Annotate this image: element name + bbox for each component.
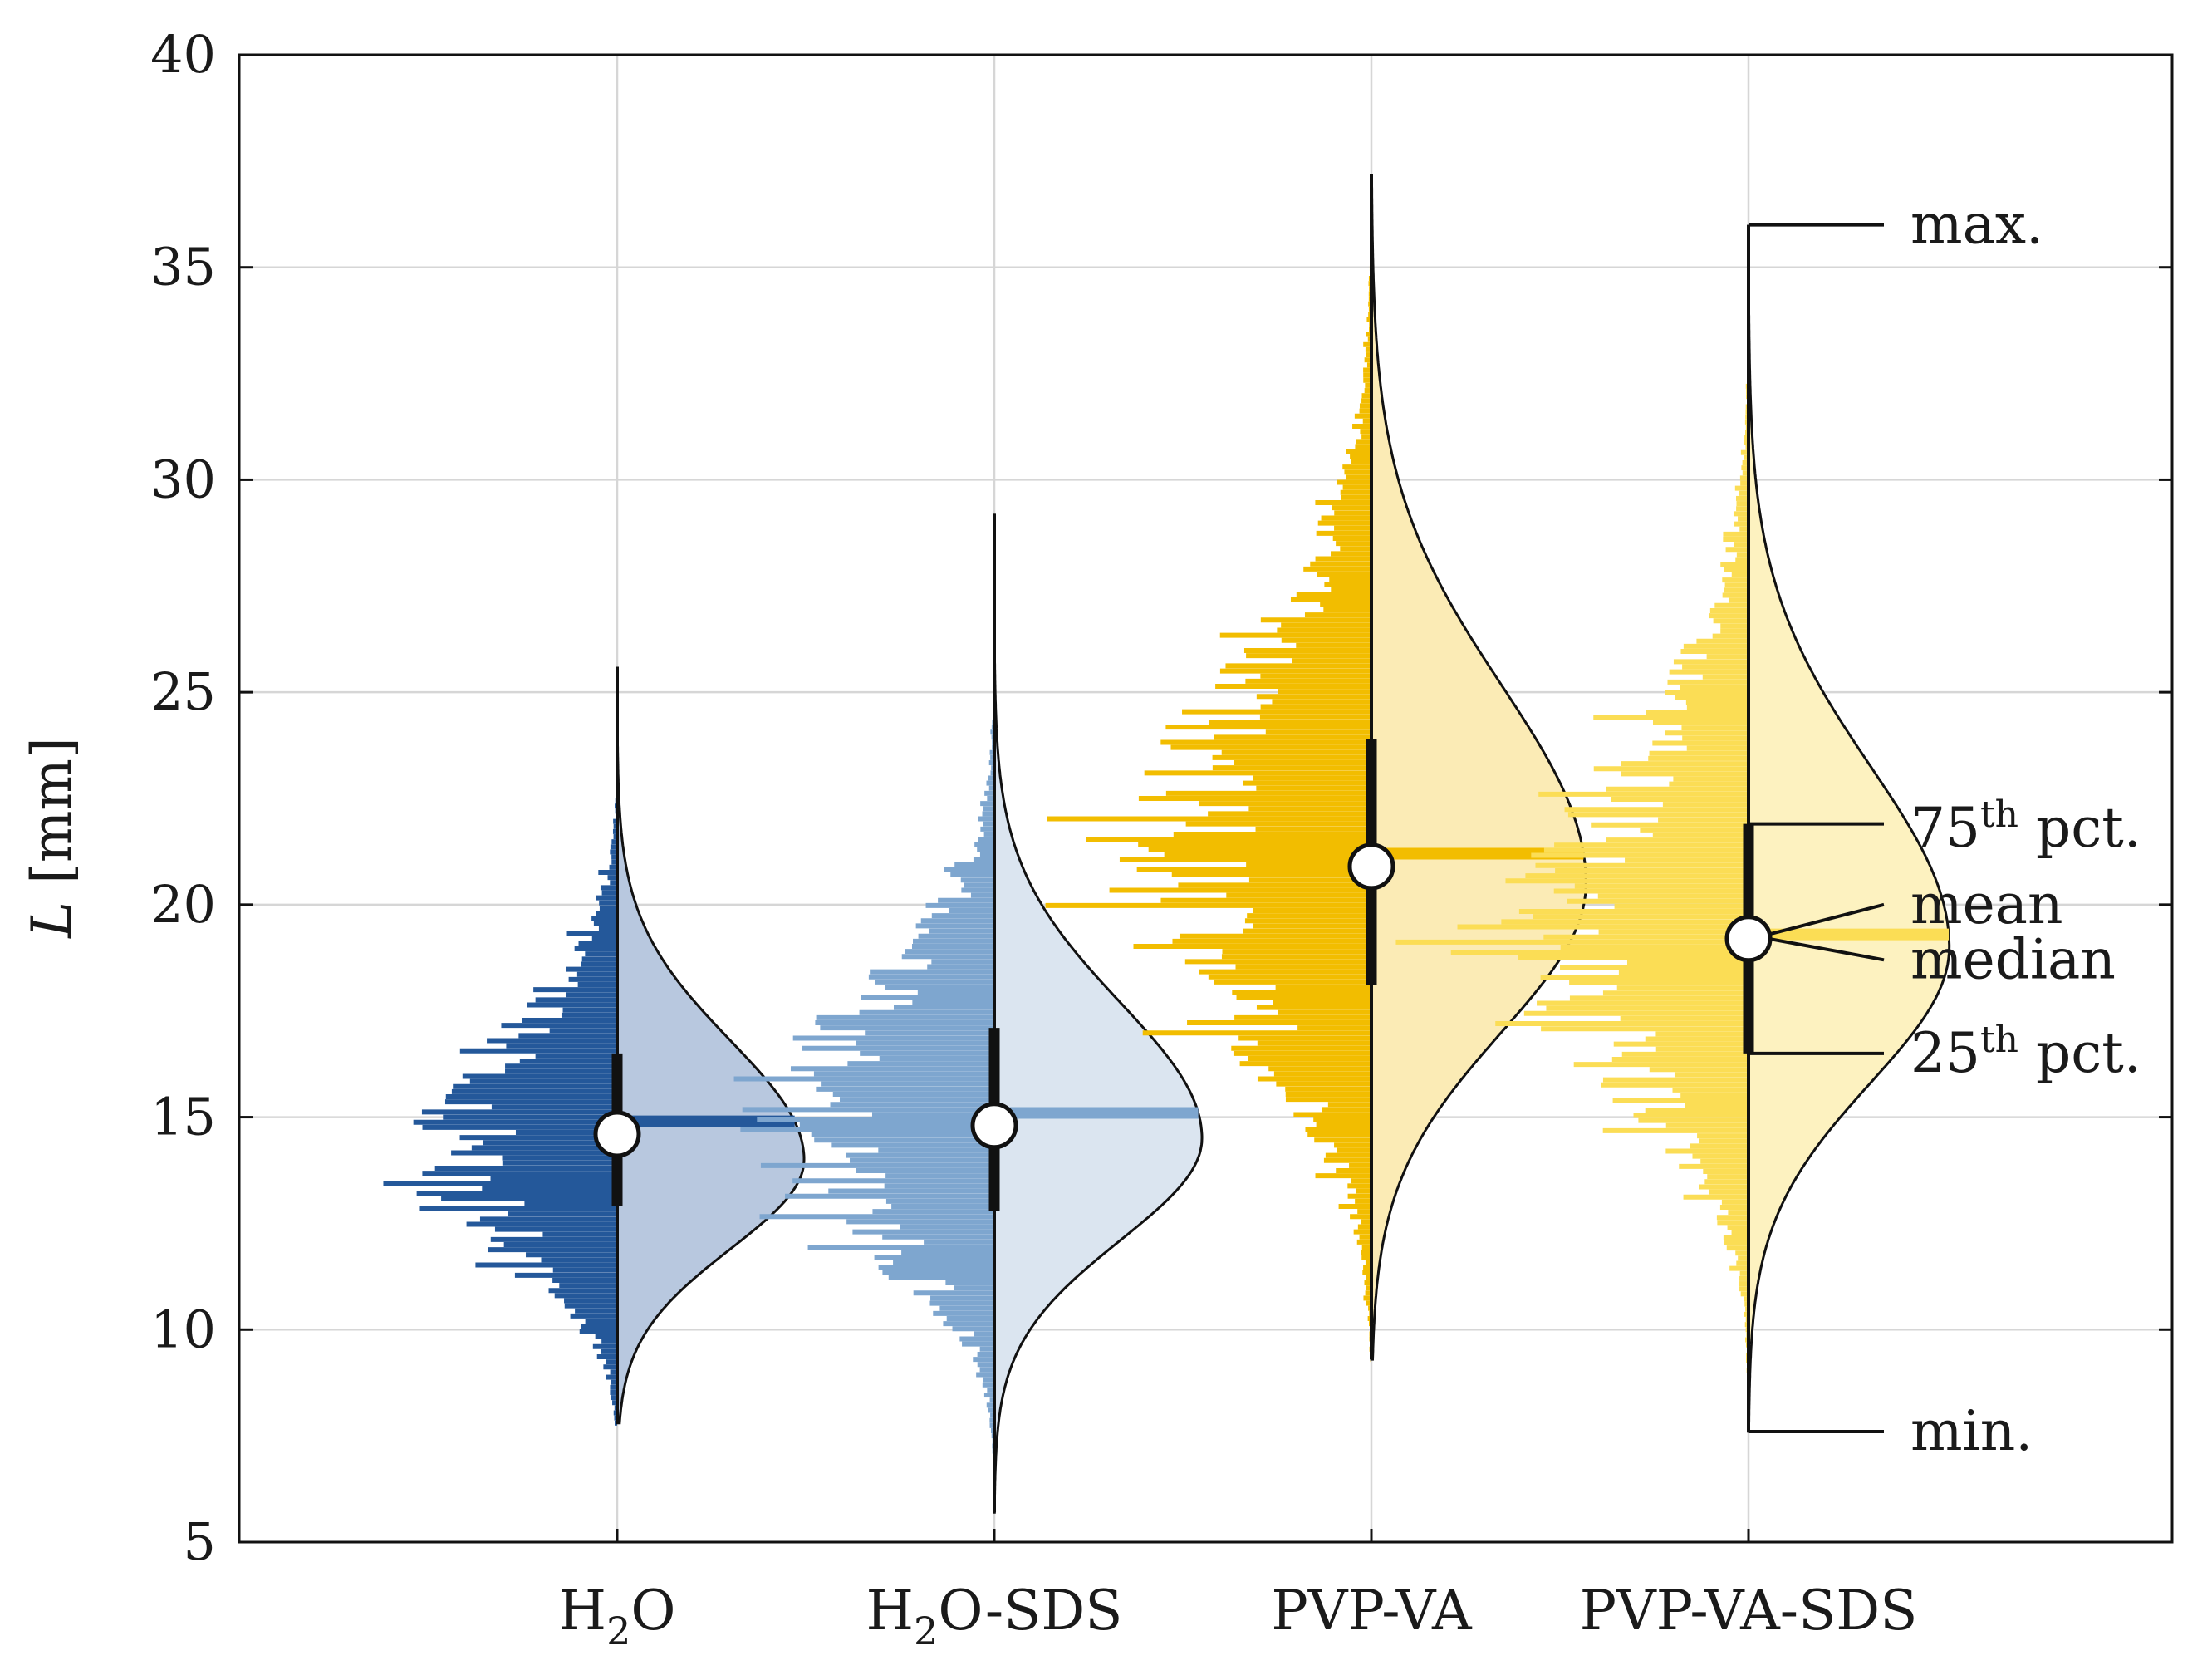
category-label-h2o-sds: H2O-SDS: [866, 1579, 1122, 1653]
category-label-pvp-va: PVP-VA: [1271, 1579, 1473, 1643]
kde-half-violin: [1747, 224, 1951, 1433]
kde-half-violin: [1370, 173, 1587, 1361]
annotation-min: min.: [1910, 1399, 2033, 1463]
category-label-pvp-va-sds: PVP-VA-SDS: [1580, 1579, 1918, 1643]
y-tick-label: 20: [150, 874, 216, 935]
plot-frame: [238, 53, 2174, 1544]
y-tick-label: 40: [150, 24, 216, 85]
category-label-h2o: H2O: [559, 1579, 676, 1653]
annotation-max: max.: [1910, 193, 2043, 257]
y-tick-label: 5: [184, 1511, 216, 1572]
y-tick-label: 15: [150, 1087, 216, 1147]
y-tick-label: 35: [150, 237, 216, 297]
violin-pvp-va-sds: [1395, 224, 1951, 1433]
violins-layer: [383, 173, 1951, 1514]
annotation-leader: [1768, 936, 1885, 962]
y-axis-ticks: 5 10 15 20 25 30 35 40: [150, 24, 2172, 1572]
kde-half-violin: [616, 666, 806, 1425]
y-tick-label: 10: [150, 1299, 216, 1359]
y-tick-label: 30: [150, 449, 216, 509]
median-marker: [593, 1110, 641, 1158]
median-marker: [1347, 842, 1395, 891]
y-axis-variable: L: [20, 901, 84, 939]
annotation-q1: 25th pct.: [1910, 1019, 2141, 1085]
y-tick-label: 25: [150, 661, 216, 722]
annotation-q3: 75th pct.: [1910, 793, 2141, 860]
violin-h2o: [383, 666, 806, 1426]
x-axis-labels: H2O H2O-SDS PVP-VA PVP-VA-SDS: [559, 1529, 1918, 1653]
annotation-mean: mean: [1910, 872, 2063, 936]
median-marker: [1724, 915, 1773, 963]
violin-pvp-va: [1045, 173, 1587, 1363]
y-axis-unit: [mm]: [20, 737, 84, 901]
violin-h2o-sds: [733, 513, 1204, 1514]
annotation-median: median: [1910, 927, 2116, 991]
median-marker: [970, 1102, 1018, 1150]
kde-half-violin: [993, 513, 1204, 1514]
axes-frame: [238, 53, 2174, 1544]
y-axis-label: L [mm]: [20, 737, 84, 938]
annotation-leader: [1768, 902, 1885, 936]
